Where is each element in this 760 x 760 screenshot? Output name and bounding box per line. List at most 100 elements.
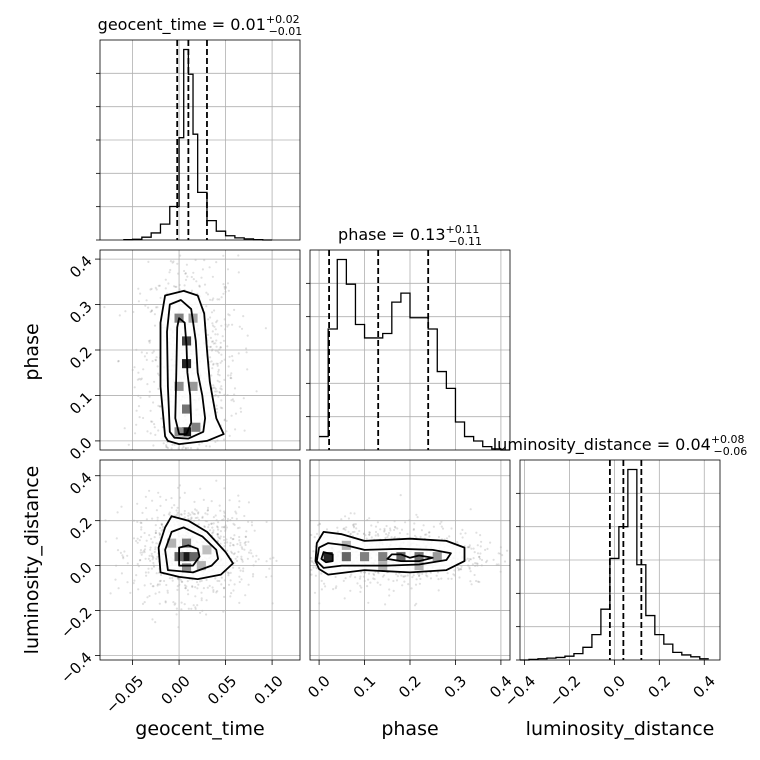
- sample-point: [231, 538, 234, 541]
- sample-point: [220, 576, 223, 579]
- sample-point: [208, 584, 211, 588]
- sample-point: [209, 298, 212, 301]
- sample-point: [137, 588, 140, 591]
- sample-point: [230, 592, 233, 595]
- sample-point: [119, 551, 122, 555]
- sample-point: [158, 591, 161, 594]
- sample-point: [142, 368, 145, 371]
- sample-point: [473, 551, 476, 554]
- sample-point: [145, 539, 148, 542]
- sample-point: [355, 527, 358, 530]
- sample-point: [211, 526, 214, 529]
- sample-point: [219, 341, 222, 344]
- sample-point: [216, 364, 219, 367]
- sample-point: [148, 554, 151, 557]
- sample-point: [189, 513, 192, 516]
- y-tick-label-luminosity-distance: 0.2: [66, 514, 96, 544]
- sample-point: [354, 576, 357, 579]
- sample-point: [176, 511, 179, 514]
- sample-point: [233, 523, 236, 527]
- sample-point: [145, 358, 148, 361]
- sample-point: [158, 583, 161, 586]
- sample-point: [246, 368, 249, 371]
- sample-point: [334, 587, 337, 590]
- sample-point: [216, 333, 219, 336]
- sample-point: [121, 554, 124, 557]
- sample-point: [435, 574, 438, 577]
- title-lower-error: −0.11: [448, 235, 482, 248]
- x-axis-title-luminosity-distance: luminosity_distance: [526, 718, 715, 740]
- sample-point: [165, 444, 168, 447]
- sample-point: [235, 517, 238, 521]
- sample-point: [156, 306, 159, 309]
- sample-point: [194, 595, 197, 598]
- sample-point: [143, 551, 146, 554]
- density-cell: [378, 552, 388, 562]
- sample-point: [226, 325, 229, 328]
- sample-point: [458, 568, 461, 571]
- density-cell: [188, 381, 198, 391]
- sample-point: [205, 578, 208, 582]
- sample-point: [218, 391, 222, 394]
- sample-point: [359, 584, 362, 587]
- sample-point: [138, 559, 142, 562]
- sample-point: [217, 521, 220, 524]
- sample-point: [220, 583, 223, 586]
- sample-point: [227, 289, 230, 292]
- sample-point: [194, 607, 197, 611]
- sample-point: [158, 533, 161, 537]
- sample-point: [418, 574, 421, 577]
- sample-point: [384, 603, 387, 606]
- sample-point: [217, 528, 220, 531]
- density-cell: [182, 404, 192, 414]
- sample-point: [150, 537, 153, 541]
- sample-point: [183, 516, 186, 519]
- sample-point: [152, 585, 155, 588]
- sample-point: [244, 535, 247, 539]
- sample-point: [388, 588, 391, 591]
- sample-point: [217, 535, 220, 538]
- sample-point: [241, 560, 244, 563]
- sample-point: [183, 509, 186, 513]
- sample-point: [445, 537, 449, 540]
- sample-point: [343, 597, 346, 600]
- sample-point: [199, 487, 202, 490]
- sample-point: [189, 447, 193, 450]
- sample-point: [225, 419, 228, 422]
- sample-point: [497, 563, 500, 566]
- sample-point: [184, 447, 188, 450]
- sample-point: [150, 420, 153, 423]
- sample-point: [164, 278, 167, 281]
- sample-point: [237, 494, 240, 497]
- sample-point: [265, 520, 268, 524]
- sample-point: [157, 491, 160, 494]
- sample-point: [117, 360, 120, 363]
- sample-point: [115, 537, 118, 540]
- sample-point: [374, 534, 377, 537]
- sample-point: [192, 512, 195, 515]
- sample-point: [211, 367, 214, 370]
- sample-point: [103, 306, 106, 309]
- contour-fill: [315, 531, 465, 575]
- sample-point: [403, 580, 406, 583]
- sample-point: [149, 288, 152, 291]
- sample-point: [253, 529, 256, 532]
- sample-point: [148, 594, 151, 598]
- title-main: phase = 0.13: [338, 225, 445, 244]
- sample-point: [250, 524, 254, 527]
- sample-point: [151, 499, 154, 502]
- sample-point: [268, 567, 271, 570]
- sample-point: [237, 271, 240, 274]
- sample-point: [425, 574, 428, 577]
- sample-point: [229, 536, 232, 540]
- sample-point: [385, 533, 388, 536]
- sample-point: [156, 584, 159, 587]
- sample-point: [313, 536, 316, 539]
- density-cell: [196, 561, 206, 571]
- sample-point: [129, 591, 132, 595]
- sample-point: [413, 534, 417, 537]
- sample-point: [215, 345, 218, 348]
- sample-point: [395, 579, 399, 582]
- sample-point: [220, 353, 223, 356]
